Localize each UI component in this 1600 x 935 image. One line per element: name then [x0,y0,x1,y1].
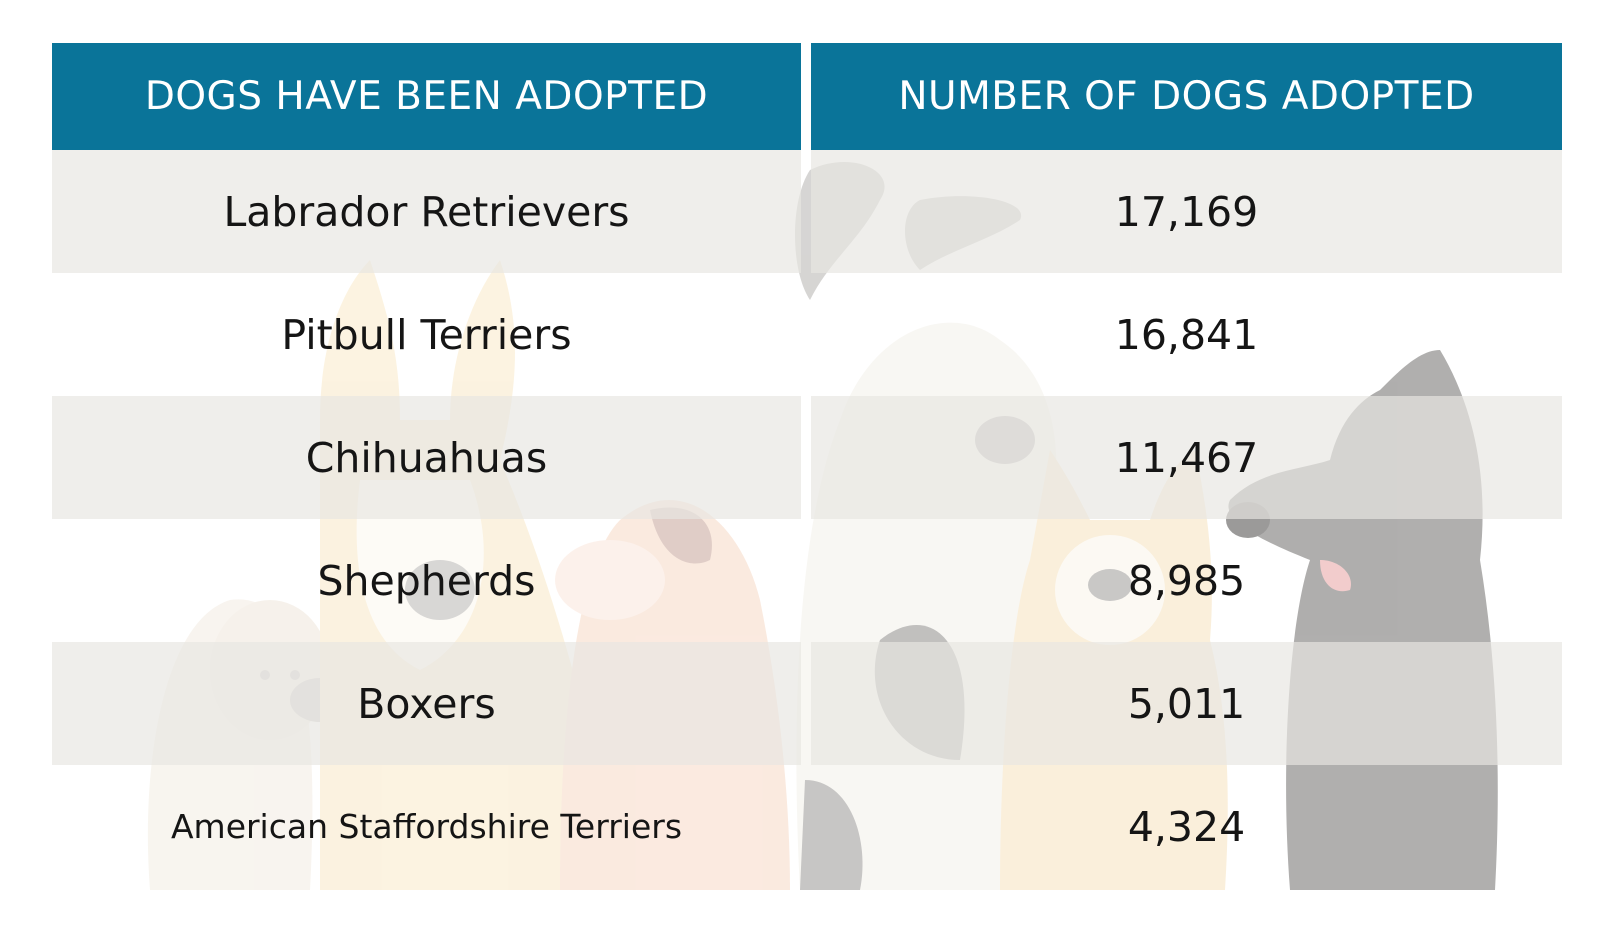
table-row: Chihuahuas 11,467 [52,396,1562,519]
breed-cell: American Staffordshire Terriers [170,807,683,846]
count-cell: 16,841 [1114,310,1259,359]
count-cell: 5,011 [811,642,1562,765]
count-cell: 4,324 [1127,802,1246,851]
breed-cell: Shepherds [317,556,536,605]
table-row: American Staffordshire Terriers 4,324 [52,765,1562,888]
breed-cell: Chihuahuas [52,396,801,519]
breed-cell: Boxers [52,642,801,765]
table-row: Labrador Retrievers 17,169 [52,150,1562,273]
count-cell: 11,467 [811,396,1562,519]
header-count: NUMBER OF DOGS ADOPTED [811,43,1562,150]
count-cell: 17,169 [811,150,1562,273]
table-row: Boxers 5,011 [52,642,1562,765]
adoption-table: DOGS HAVE BEEN ADOPTED NUMBER OF DOGS AD… [52,43,1562,893]
breed-cell: Labrador Retrievers [52,150,801,273]
count-cell: 8,985 [1127,556,1246,605]
header-breed: DOGS HAVE BEEN ADOPTED [52,43,801,150]
table-row: Pitbull Terriers 16,841 [52,273,1562,396]
table-row: Shepherds 8,985 [52,519,1562,642]
breed-cell: Pitbull Terriers [281,310,572,359]
